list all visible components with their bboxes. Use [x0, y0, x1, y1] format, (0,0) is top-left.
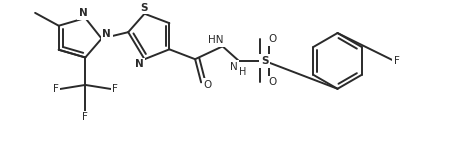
Text: H: H	[238, 67, 245, 77]
Text: N: N	[230, 62, 237, 72]
Text: N: N	[102, 29, 111, 39]
Text: F: F	[82, 112, 88, 122]
Text: HN: HN	[208, 35, 223, 45]
Text: O: O	[267, 77, 276, 87]
Text: O: O	[267, 34, 276, 44]
Text: F: F	[393, 56, 399, 66]
Text: N: N	[78, 8, 87, 18]
Text: S: S	[260, 56, 268, 66]
Text: F: F	[53, 84, 59, 94]
Text: S: S	[140, 3, 148, 13]
Text: O: O	[203, 80, 212, 89]
Text: F: F	[112, 84, 118, 94]
Text: N: N	[135, 59, 143, 69]
